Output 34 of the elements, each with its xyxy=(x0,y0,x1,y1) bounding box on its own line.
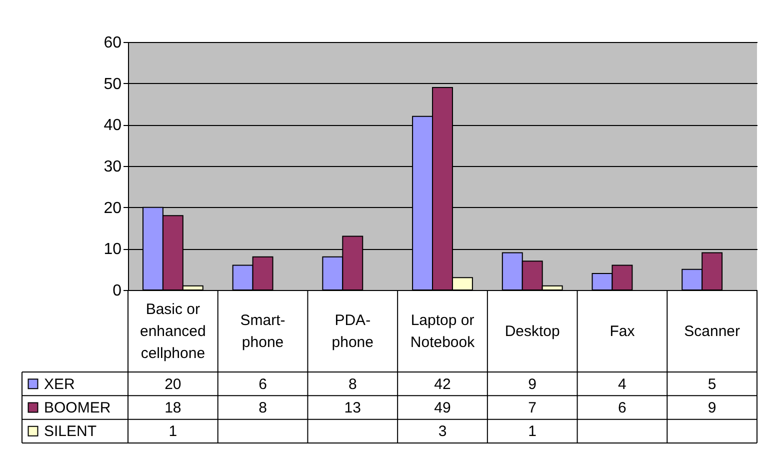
y-tick-label: 0 xyxy=(112,282,122,300)
y-tick-label: 10 xyxy=(104,241,122,258)
legend-label: BOOMER xyxy=(44,400,111,416)
x-tick-label: PDA-phone xyxy=(332,312,374,351)
data-label: 20 xyxy=(164,376,182,393)
x-tick-label: Scanner xyxy=(684,323,740,340)
data-label: 42 xyxy=(434,376,451,393)
legend-label: SILENT xyxy=(44,423,97,440)
y-tick-label: 50 xyxy=(104,76,122,93)
data-label: 6 xyxy=(258,376,267,393)
data-label: 18 xyxy=(164,400,182,416)
data-label: 4 xyxy=(618,376,626,393)
data-label: 1 xyxy=(168,423,178,440)
data-label: 13 xyxy=(344,400,361,416)
y-tick-label: 30 xyxy=(104,158,122,176)
x-tick-label: Basic or enhanced cellphone xyxy=(140,301,206,362)
y-tick-label: 20 xyxy=(104,200,122,217)
x-tick-label: Laptop or Notebook xyxy=(410,312,476,351)
data-label: 5 xyxy=(708,376,716,393)
data-label: 1 xyxy=(528,423,537,440)
x-tick-label: Desktop xyxy=(504,323,560,340)
data-label: 6 xyxy=(618,400,626,416)
data-label: 8 xyxy=(348,376,357,393)
data-label: 7 xyxy=(528,400,537,416)
data-label: 49 xyxy=(434,400,451,416)
legend-label: XER xyxy=(44,376,76,393)
y-tick-label: 60 xyxy=(104,34,122,52)
data-label: 3 xyxy=(438,423,447,440)
y-tick-label: 40 xyxy=(104,117,122,134)
data-label: 8 xyxy=(258,400,267,416)
x-tick-label: Fax xyxy=(610,323,636,340)
x-tick-label: Smart-phone xyxy=(240,312,286,351)
data-label: 9 xyxy=(528,376,537,393)
data-label: 9 xyxy=(708,400,716,416)
